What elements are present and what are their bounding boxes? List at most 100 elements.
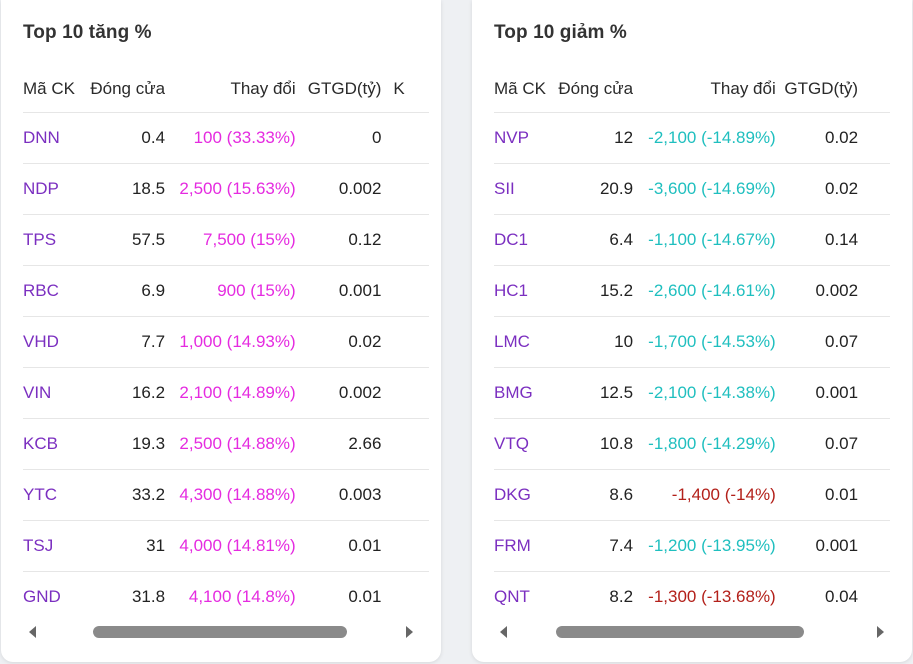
table-row[interactable]: KCB 19.3 2,500 (14.88%) 2.66 — [23, 417, 429, 469]
table-row[interactable]: GND 31.8 4,100 (14.8%) 0.01 — [23, 570, 429, 622]
extra-cell — [381, 519, 429, 571]
table-row[interactable]: DKG 8.6 -1,400 (-14%) 0.01 — [494, 468, 890, 520]
price-change-cell: -1,100 (-14.67%) — [633, 213, 776, 265]
extra-cell — [858, 264, 890, 316]
table-row[interactable]: SII 20.9 -3,600 (-14.69%) 0.02 — [494, 162, 890, 214]
table-row[interactable]: NVP 12 -2,100 (-14.89%) 0.02 — [494, 111, 890, 163]
column-header-close[interactable]: Đóng cửa — [558, 78, 634, 98]
horizontal-scrollbar[interactable] — [494, 622, 890, 642]
stock-symbol-link[interactable]: NDP — [23, 162, 82, 214]
table-row[interactable]: YTC 33.2 4,300 (14.88%) 0.003 — [23, 468, 429, 520]
top-gainers-table-viewport[interactable]: Mã CK Đóng cửa Thay đổi GTGD(tỷ) K DNN 0.… — [23, 66, 429, 626]
close-price-cell: 10.8 — [550, 417, 634, 469]
table-row[interactable]: DC1 6.4 -1,100 (-14.67%) 0.14 — [494, 213, 890, 265]
stock-symbol-link[interactable]: VTQ — [494, 417, 551, 469]
top-losers-table-viewport[interactable]: Mã CK Đóng cửa Thay đổi GTGD(tỷ) NVP 12 -2… — [494, 66, 890, 626]
extra-cell — [381, 213, 429, 265]
close-price-cell: 6.4 — [550, 213, 634, 265]
stock-symbol-link[interactable]: TPS — [23, 213, 82, 265]
close-price-cell: 8.6 — [550, 468, 634, 520]
table-row[interactable]: LMC 10 -1,700 (-14.53%) 0.07 — [494, 315, 890, 367]
scrollbar-thumb[interactable] — [93, 626, 347, 638]
stock-symbol-link[interactable]: RBC — [23, 264, 82, 316]
extra-cell — [858, 570, 890, 622]
trading-value-cell: 0.12 — [295, 213, 382, 265]
table-row[interactable]: VHD 7.7 1,000 (14.93%) 0.02 — [23, 315, 429, 367]
close-price-cell: 6.9 — [81, 264, 166, 316]
trading-value-cell: 0.02 — [775, 111, 859, 163]
extra-cell — [381, 111, 429, 163]
scroll-right-arrow-icon[interactable] — [877, 626, 884, 638]
stock-symbol-link[interactable]: TSJ — [23, 519, 82, 571]
table-row[interactable]: VIN 16.2 2,100 (14.89%) 0.002 — [23, 366, 429, 418]
column-header-extra[interactable]: K — [393, 78, 405, 98]
price-change-cell: 4,100 (14.8%) — [165, 570, 296, 622]
stock-symbol-link[interactable]: DC1 — [494, 213, 551, 265]
table-row[interactable]: QNT 8.2 -1,300 (-13.68%) 0.04 — [494, 570, 890, 622]
stock-symbol-link[interactable]: QNT — [494, 570, 551, 622]
trading-value-cell: 2.66 — [295, 417, 382, 469]
column-header-change[interactable]: Thay đổi — [230, 78, 296, 98]
trading-value-cell: 0.001 — [775, 366, 859, 418]
close-price-cell: 7.7 — [81, 315, 166, 367]
column-header-close[interactable]: Đóng cửa — [90, 78, 166, 98]
scroll-right-arrow-icon[interactable] — [406, 626, 413, 638]
close-price-cell: 18.5 — [81, 162, 166, 214]
stock-symbol-link[interactable]: GND — [23, 570, 82, 622]
table-row[interactable]: HC1 15.2 -2,600 (-14.61%) 0.002 — [494, 264, 890, 316]
scroll-left-arrow-icon[interactable] — [500, 626, 507, 638]
table-row[interactable]: DNN 0.4 100 (33.33%) 0 — [23, 111, 429, 163]
extra-cell — [381, 366, 429, 418]
table-row[interactable]: TPS 57.5 7,500 (15%) 0.12 — [23, 213, 429, 265]
stock-symbol-link[interactable]: VIN — [23, 366, 82, 418]
price-change-cell: 900 (15%) — [165, 264, 296, 316]
table-row[interactable]: VTQ 10.8 -1,800 (-14.29%) 0.07 — [494, 417, 890, 469]
close-price-cell: 33.2 — [81, 468, 166, 520]
stock-symbol-link[interactable]: DKG — [494, 468, 551, 520]
close-price-cell: 19.3 — [81, 417, 166, 469]
close-price-cell: 16.2 — [81, 366, 166, 418]
scrollbar-thumb[interactable] — [556, 626, 804, 638]
stock-symbol-link[interactable]: FRM — [494, 519, 551, 571]
table-row[interactable]: FRM 7.4 -1,200 (-13.95%) 0.001 — [494, 519, 890, 571]
extra-cell — [858, 417, 890, 469]
horizontal-scrollbar[interactable] — [23, 622, 419, 642]
stock-symbol-link[interactable]: SII — [494, 162, 551, 214]
table-row[interactable]: NDP 18.5 2,500 (15.63%) 0.002 — [23, 162, 429, 214]
top-gainers-table: Mã CK Đóng cửa Thay đổi GTGD(tỷ) K DNN 0.… — [23, 66, 429, 622]
price-change-cell: 1,000 (14.93%) — [165, 315, 296, 367]
column-header-gtgd[interactable]: GTGD(tỷ) — [784, 78, 859, 98]
close-price-cell: 31 — [81, 519, 166, 571]
stock-symbol-link[interactable]: HC1 — [494, 264, 551, 316]
stock-symbol-link[interactable]: BMG — [494, 366, 551, 418]
column-header-extra[interactable] — [858, 66, 890, 112]
close-price-cell: 10 — [550, 315, 634, 367]
column-header-gtgd[interactable]: GTGD(tỷ) — [307, 78, 382, 98]
price-change-cell: -3,600 (-14.69%) — [633, 162, 776, 214]
stock-symbol-link[interactable]: DNN — [23, 111, 82, 163]
price-change-cell: 4,000 (14.81%) — [165, 519, 296, 571]
column-header-change[interactable]: Thay đổi — [710, 78, 776, 98]
trading-value-cell: 0.001 — [295, 264, 382, 316]
close-price-cell: 15.2 — [550, 264, 634, 316]
stock-symbol-link[interactable]: NVP — [494, 111, 551, 163]
table-row[interactable]: BMG 12.5 -2,100 (-14.38%) 0.001 — [494, 366, 890, 418]
scroll-left-arrow-icon[interactable] — [29, 626, 36, 638]
stock-symbol-link[interactable]: YTC — [23, 468, 82, 520]
stock-symbol-link[interactable]: VHD — [23, 315, 82, 367]
trading-value-cell: 0.002 — [775, 264, 859, 316]
trading-value-cell: 0.002 — [295, 162, 382, 214]
stock-symbol-link[interactable]: KCB — [23, 417, 82, 469]
price-change-cell: 7,500 (15%) — [165, 213, 296, 265]
table-row[interactable]: TSJ 31 4,000 (14.81%) 0.01 — [23, 519, 429, 571]
price-change-cell: 100 (33.33%) — [165, 111, 296, 163]
table-row[interactable]: RBC 6.9 900 (15%) 0.001 — [23, 264, 429, 316]
close-price-cell: 0.4 — [81, 111, 166, 163]
column-header-symbol[interactable]: Mã CK — [494, 78, 546, 98]
extra-cell — [858, 162, 890, 214]
stock-symbol-link[interactable]: LMC — [494, 315, 551, 367]
trading-value-cell: 0.02 — [295, 315, 382, 367]
close-price-cell: 12.5 — [550, 366, 634, 418]
price-change-cell: -1,400 (-14%) — [633, 468, 776, 520]
column-header-symbol[interactable]: Mã CK — [23, 78, 75, 98]
